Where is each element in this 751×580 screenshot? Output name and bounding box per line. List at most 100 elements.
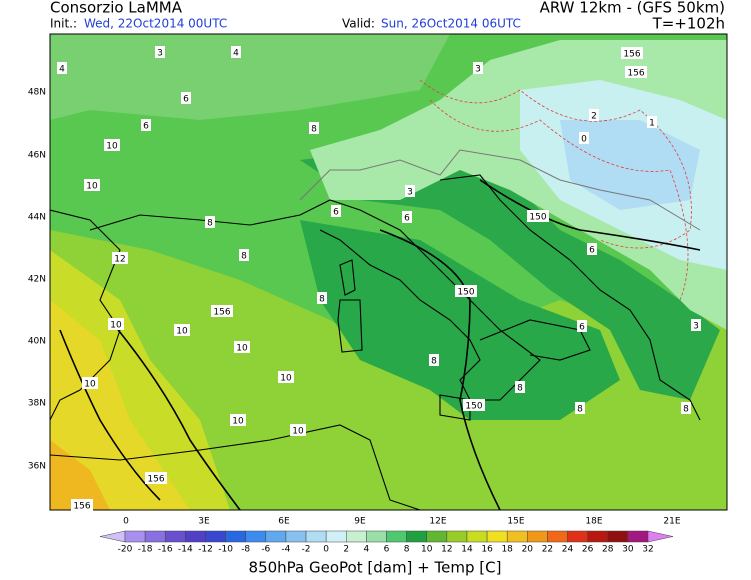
contour-label-bg — [290, 424, 306, 436]
contour-label: 156 — [623, 50, 640, 60]
colorbar-box — [506, 530, 528, 543]
colorbar-label: -18 — [138, 545, 153, 555]
contour-label: 6 — [579, 323, 585, 333]
contour-label: 10 — [236, 344, 248, 354]
colorbar-label: -14 — [178, 545, 193, 555]
colorbar-label: 12 — [441, 545, 452, 555]
lon-label: 18E — [585, 517, 602, 527]
contour-label: 6 — [589, 246, 595, 256]
contour-label-bg — [625, 66, 647, 78]
lon-label: 9E — [354, 517, 366, 527]
lon-label: 3E — [198, 517, 210, 527]
contour-label: 8 — [431, 357, 437, 367]
border — [299, 149, 701, 231]
contour-label-bg — [84, 179, 100, 191]
colorbar-label: 4 — [364, 545, 370, 555]
colorbar-label: -20 — [118, 545, 133, 555]
colorbar-box — [607, 530, 629, 543]
colorbar-box — [406, 530, 427, 543]
contour-label: 8 — [683, 405, 689, 415]
contour-label-bg — [405, 185, 415, 197]
lon-label: 6E — [278, 517, 290, 527]
contour-label: 10 — [86, 182, 98, 192]
colorbar-label: 14 — [461, 545, 473, 555]
contour-label: 10 — [110, 321, 122, 331]
contour-label-bg — [278, 371, 294, 383]
colorbar-label: -12 — [198, 545, 213, 555]
contour-label: 4 — [59, 65, 65, 75]
contour-label: 8 — [207, 219, 213, 229]
colorbar-label: 30 — [622, 545, 634, 555]
contour-label: 4 — [233, 49, 239, 59]
colorbar-label: 18 — [501, 545, 513, 555]
contour-label: 156 — [73, 502, 90, 512]
colorbar: -20 -18 -16 -14 -12 -10 -8 -6 -4 -2 0 2 4 6 8 10 12 14 16 1… — [99, 530, 674, 555]
contour-label: 3 — [475, 65, 481, 75]
colorbar-label: 0 — [323, 545, 329, 555]
field — [50, 440, 110, 510]
contour-label-bg — [239, 249, 249, 261]
colorbar-label: -8 — [241, 545, 250, 555]
contour-label-bg — [309, 122, 319, 134]
contour-label-bg — [579, 132, 589, 144]
init-label: Init.: — [50, 17, 77, 31]
colorbar-box — [466, 530, 488, 543]
footer-title: 850hPa GeoPot [dam] + Temp [C] — [249, 559, 502, 577]
colorbar-box — [164, 530, 186, 543]
colorbar-label: 10 — [421, 545, 433, 555]
colorbar-box — [225, 530, 246, 543]
contour-label: 8 — [311, 125, 317, 135]
valid: Sun, 26Oct2014 06UTC — [381, 17, 521, 31]
contour-label: 12 — [114, 255, 125, 265]
contour-label-bg — [402, 211, 412, 223]
contour-label-bg — [234, 341, 250, 353]
contour-label-bg — [577, 320, 587, 332]
island — [337, 259, 363, 353]
contour-label-bg — [317, 292, 327, 304]
colorbar-label: -2 — [302, 545, 311, 555]
valid-label: Valid: — [342, 17, 375, 31]
colorbar-label: 16 — [481, 545, 493, 555]
lat-label: 48N — [28, 88, 46, 98]
colorbar-label: 26 — [582, 545, 594, 555]
contour-label: 6 — [404, 214, 410, 224]
isotherm — [429, 99, 689, 301]
contour-label-bg — [174, 324, 190, 336]
contour-label: 156 — [147, 475, 164, 485]
contour-label-bg — [455, 285, 477, 297]
colorbar-box — [627, 530, 649, 543]
contour-label-bg — [681, 402, 691, 414]
colorbar-label: -10 — [218, 545, 233, 555]
colorbar-box — [205, 530, 226, 543]
contour-label-bg — [473, 62, 483, 74]
colorbar-box — [426, 530, 448, 543]
contour-label-bg — [141, 119, 151, 131]
contour-label-bg — [181, 92, 191, 104]
colorbar-label: 32 — [642, 545, 653, 555]
contour-label-bg — [211, 305, 233, 317]
contour-label-bg — [205, 216, 215, 228]
geopotential — [379, 229, 501, 510]
colorbar-label: 20 — [522, 545, 534, 555]
coastline — [89, 199, 541, 401]
lon-label: 0 — [123, 517, 129, 527]
colorbar-box — [265, 530, 287, 543]
colorbar-box — [486, 530, 508, 543]
colorbar-label: 28 — [602, 545, 614, 555]
colorbar-box — [305, 530, 327, 543]
colorbar-label: -6 — [261, 545, 270, 555]
contour-label: 8 — [241, 252, 247, 262]
contour-label: 156 — [213, 308, 230, 318]
colorbar-box — [325, 530, 347, 543]
geopotential — [109, 319, 241, 510]
lat-label: 46N — [28, 151, 46, 161]
contour-label-bg — [112, 252, 128, 264]
contour-label-bg — [575, 402, 585, 414]
contour-label-bg — [331, 205, 341, 217]
colorbar-label: 24 — [562, 545, 574, 555]
colorbar-box — [527, 530, 548, 543]
step: T=+102h — [652, 15, 725, 33]
colorbar-label: 2 — [343, 545, 349, 555]
